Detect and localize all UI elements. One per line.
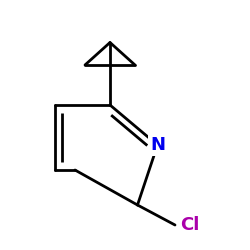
Text: Cl: Cl [180,216,200,234]
Text: N: N [150,136,165,154]
